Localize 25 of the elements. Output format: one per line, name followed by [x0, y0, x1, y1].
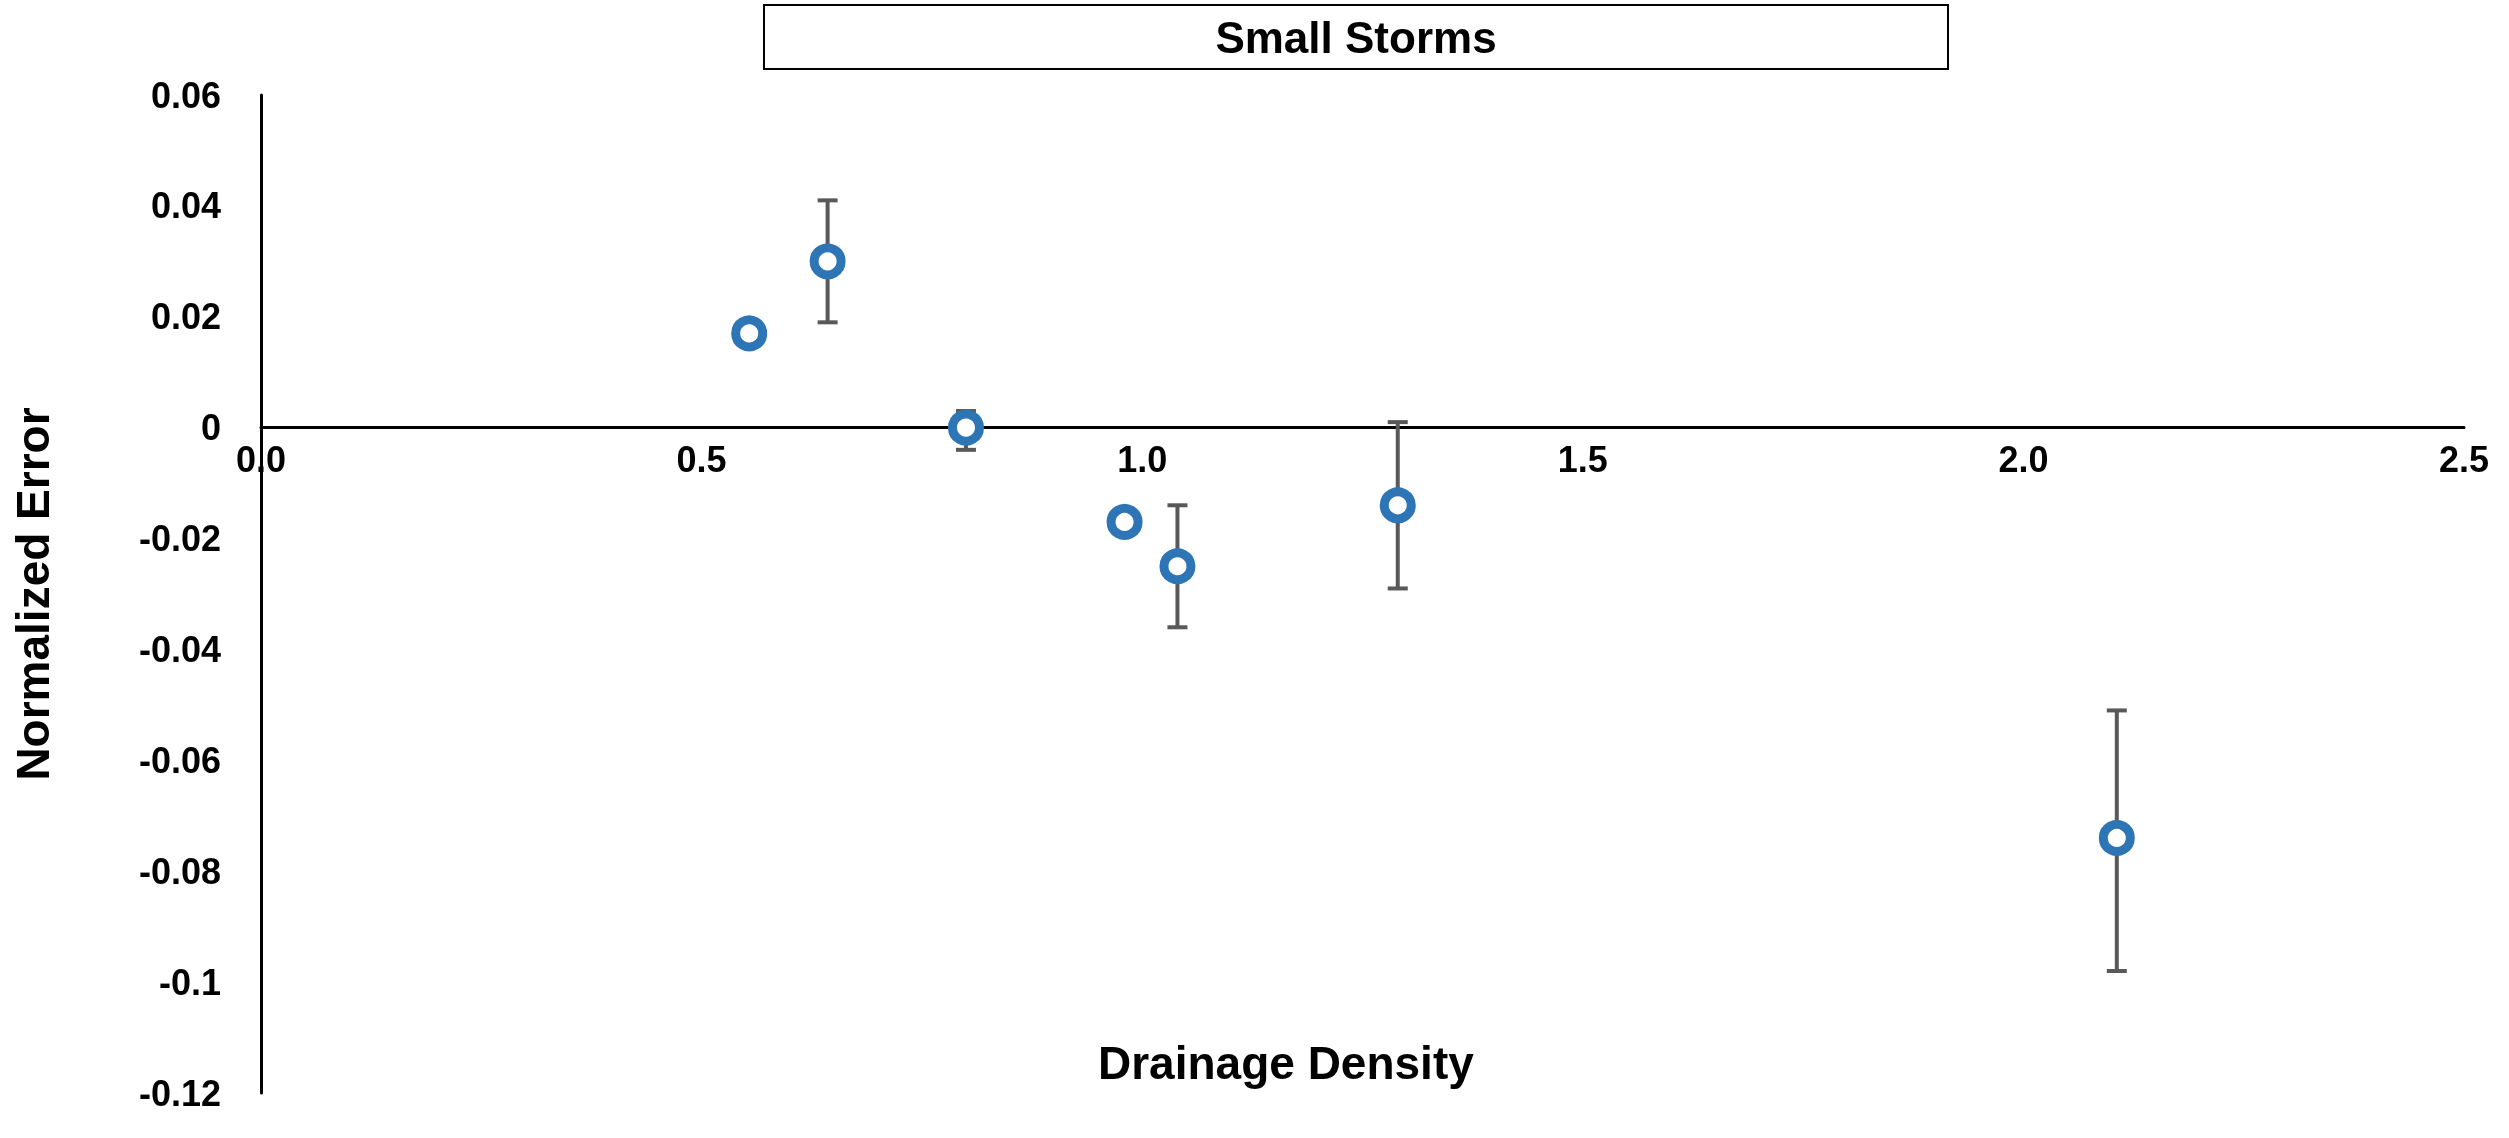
y-tick-label: 0.02	[150, 296, 221, 338]
point	[1159, 548, 1196, 585]
y-tick-label: 0.04	[150, 185, 221, 227]
point	[809, 243, 846, 280]
x-tick-label: 2.5	[2438, 439, 2490, 481]
x-tick-label: 1.5	[1557, 439, 1608, 481]
y-tick-label: 0.06	[150, 74, 221, 116]
point	[1106, 503, 1143, 540]
x-tick-label: 0.5	[676, 439, 727, 481]
y-tick-label: -0.1	[158, 961, 221, 1003]
point	[947, 409, 984, 446]
point	[731, 315, 768, 352]
y-axis-title: Normalized Error	[7, 407, 59, 781]
y-tick-label: -0.08	[138, 850, 221, 892]
point	[2098, 819, 2135, 856]
y-tick-label: -0.04	[138, 628, 221, 670]
chart-title: Small Storms	[1215, 12, 1497, 62]
y-tick-label: 0	[200, 407, 221, 449]
x-tick-label: 1.0	[1117, 439, 1168, 481]
y-tick-label: -0.06	[138, 739, 221, 781]
y-tick-label: -0.02	[138, 518, 221, 560]
point	[1379, 487, 1416, 524]
x-axis-title: Drainage Density	[1098, 1037, 1475, 1089]
x-tick-label: 2.0	[1998, 439, 2049, 481]
y-tick-label: -0.12	[138, 1072, 221, 1114]
